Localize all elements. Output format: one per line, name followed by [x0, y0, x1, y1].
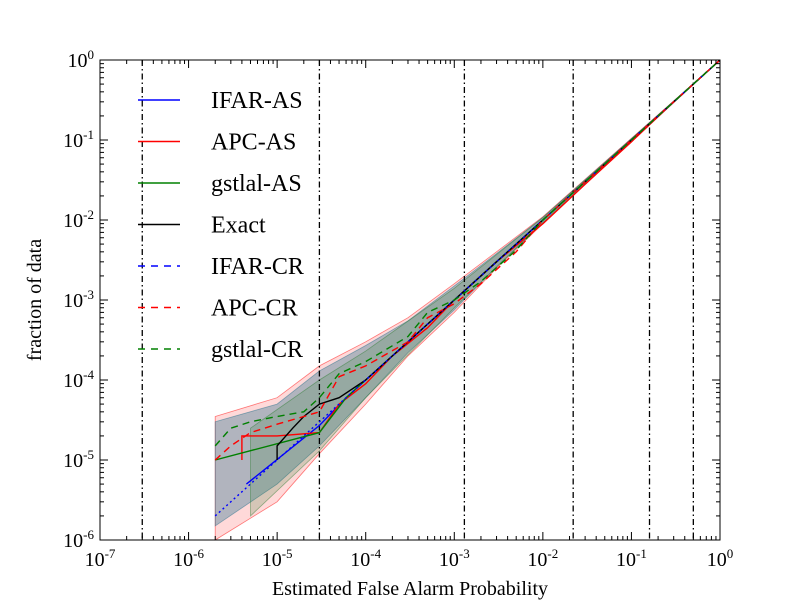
- y-tick-label-2: 10-4: [63, 367, 94, 392]
- series-line-apc-as: [241, 59, 721, 460]
- legend-label-gstlal-cr: gstlal-CR: [211, 337, 303, 363]
- legend-label-ifar-as: IFAR-AS: [211, 88, 303, 114]
- y-tick-label-5: 10-1: [63, 127, 94, 152]
- legend-label-apc-cr: APC-CR: [211, 296, 298, 322]
- x-tick-label-0: 10-7: [85, 546, 116, 571]
- series-lines: [214, 59, 721, 517]
- legend-label-ifar-cr: IFAR-CR: [211, 254, 304, 280]
- legend-label-gstlal-as: gstlal-AS: [211, 171, 302, 197]
- x-tick-label-1: 10-6: [173, 546, 204, 571]
- x-tick-label-2: 10-5: [262, 546, 293, 571]
- y-axis-label: fraction of data: [24, 239, 46, 361]
- y-tick-label-4: 10-2: [63, 207, 94, 232]
- vertical-reference-lines: [141, 60, 694, 540]
- series-line-apc-cr: [214, 59, 721, 461]
- x-tick-label-4: 10-3: [439, 546, 470, 571]
- x-tick-label-6: 10-1: [616, 546, 647, 571]
- x-tick-label-5: 10-2: [527, 546, 558, 571]
- x-tick-label-3: 10-4: [350, 546, 381, 571]
- legend-label-exact: Exact: [211, 213, 266, 239]
- plot-frame: [99, 59, 721, 541]
- x-tick-label-7: 100: [707, 546, 734, 571]
- y-tick-label-0: 10-6: [63, 527, 94, 552]
- y-tick-label-6: 100: [68, 47, 95, 72]
- legend-label-apc-as: APC-AS: [211, 130, 296, 156]
- x-axis-label: Estimated False Alarm Probability: [272, 578, 548, 600]
- y-tick-label-1: 10-5: [63, 447, 94, 472]
- series-line-gstlal-cr: [214, 59, 721, 447]
- axis-ticks: 10-7 10-6 10-5 10-4 10-3 10-2 10-1 10010-610-51…: [63, 47, 733, 571]
- legend: IFAR-AS APC-AS gstlal-AS Exact IFAR-CR APC-CR…: [138, 88, 304, 363]
- y-tick-label-3: 10-3: [63, 287, 94, 312]
